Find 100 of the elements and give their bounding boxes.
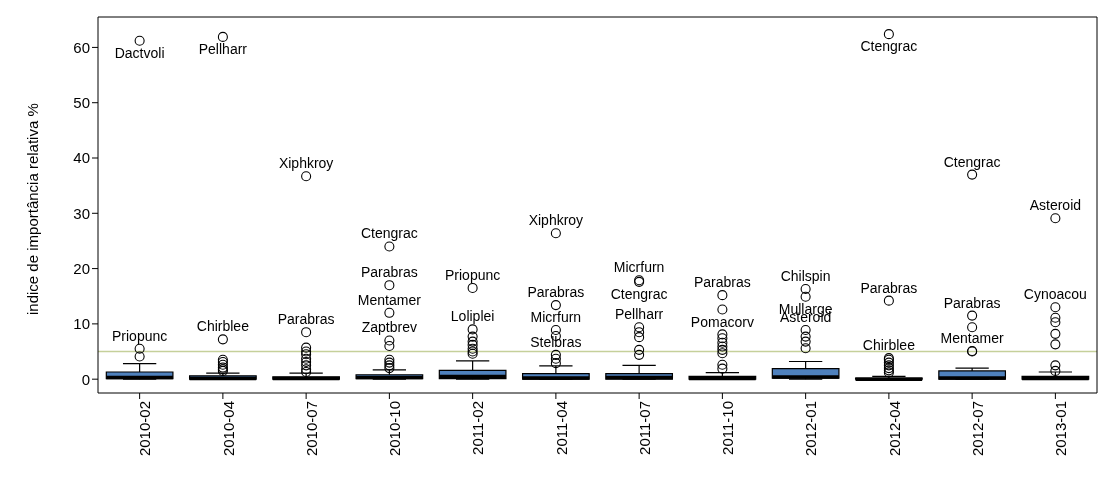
annotation: Chilspin — [780, 268, 831, 285]
point — [717, 290, 728, 301]
annotation: Loliplei — [450, 308, 495, 325]
x-tick-label: 2011-04 — [552, 401, 570, 455]
y-tick-label: 30 — [73, 204, 90, 222]
point — [717, 337, 728, 348]
y-tick-label: 40 — [73, 149, 90, 167]
annotation: Dactvoli — [114, 44, 165, 61]
x-tick-label: 2012-04 — [885, 401, 903, 457]
point — [717, 359, 728, 370]
annotation: Ctengrac — [360, 225, 418, 242]
point — [883, 29, 894, 40]
point — [384, 335, 395, 346]
x-tick-label: 2012-07 — [968, 401, 986, 457]
point — [634, 349, 645, 360]
point — [134, 35, 145, 46]
x-tick-label: 2010-10 — [386, 401, 404, 457]
point — [467, 331, 478, 342]
annotation: Ctengrac — [610, 285, 668, 302]
y-tick-label: 60 — [73, 38, 90, 56]
annotation: Pomacorv — [690, 313, 754, 330]
x-tick-label: 2010-02 — [136, 401, 154, 457]
point — [550, 324, 561, 336]
point — [800, 324, 811, 336]
point — [467, 324, 478, 335]
point — [717, 304, 728, 315]
annotation: Mentamer — [940, 329, 1004, 346]
point — [634, 322, 645, 333]
x-tick-label: 2010-04 — [219, 401, 237, 457]
point — [301, 356, 312, 368]
x-tick-label: 2013-01 — [1052, 401, 1070, 457]
point — [634, 344, 645, 355]
x-tick-label: 2011-07 — [635, 401, 653, 455]
point — [800, 343, 811, 354]
point — [384, 340, 395, 352]
point — [1050, 365, 1061, 376]
annotation: Priopunc — [444, 266, 501, 283]
point — [967, 310, 978, 321]
point — [550, 300, 561, 311]
annotation: Ctengrac — [943, 153, 1001, 170]
point — [967, 169, 978, 180]
point — [301, 360, 312, 371]
y-tick-label: 10 — [73, 315, 90, 333]
point — [717, 329, 728, 340]
point — [800, 336, 811, 347]
point — [384, 280, 395, 291]
annotation: Xiphkroy — [278, 155, 334, 172]
x-tick-label: 2011-10 — [719, 401, 737, 455]
point — [1050, 328, 1061, 339]
annotation: Stelbras — [530, 333, 582, 350]
point — [1050, 339, 1061, 350]
point — [301, 171, 312, 182]
x-tick-label: 2012-01 — [802, 401, 820, 457]
point — [550, 358, 561, 369]
annotation: Asteroid — [1029, 197, 1082, 214]
annotation: Parabras — [693, 274, 751, 291]
annotation: Xiphkroy — [528, 212, 584, 229]
point — [800, 284, 811, 295]
annotation: Chirblee — [862, 337, 916, 354]
point — [550, 228, 561, 239]
point — [883, 295, 894, 306]
point — [301, 327, 312, 338]
point — [384, 241, 395, 252]
point — [800, 331, 811, 342]
annotation: Mentamer — [357, 291, 422, 308]
point — [634, 327, 645, 338]
annotation: Pellharr — [198, 40, 248, 57]
point — [301, 353, 312, 364]
point — [301, 342, 312, 353]
annotation: Chirblee — [196, 318, 250, 335]
annotation: Ctengrac — [860, 38, 918, 55]
point — [134, 343, 145, 354]
point — [550, 349, 561, 360]
y-tick-label: 0 — [81, 370, 90, 388]
point — [1050, 312, 1061, 323]
y-tick-label: 50 — [73, 94, 90, 112]
point — [717, 363, 728, 374]
annotation: Zaptbrev — [361, 319, 417, 336]
point — [967, 322, 978, 333]
point — [550, 353, 561, 364]
y-axis-title: indice de importância relativa % — [24, 103, 42, 315]
annotation: Micrfurn — [530, 308, 582, 325]
annotation: Micrfurn — [613, 259, 665, 276]
point — [800, 291, 811, 302]
annotation: Priopunc — [111, 327, 168, 344]
annotation: Parabras — [943, 294, 1001, 311]
annotation: Parabras — [860, 279, 918, 296]
point — [717, 333, 728, 344]
point — [384, 307, 395, 318]
annotation: Parabras — [360, 264, 418, 281]
point — [1050, 213, 1061, 224]
point — [717, 348, 728, 359]
point — [1050, 302, 1061, 313]
point — [1050, 317, 1061, 328]
point — [634, 332, 645, 343]
point — [217, 334, 228, 345]
point — [1050, 360, 1061, 371]
point — [467, 282, 478, 293]
x-tick-label: 2011-02 — [469, 401, 487, 455]
point — [217, 31, 228, 42]
